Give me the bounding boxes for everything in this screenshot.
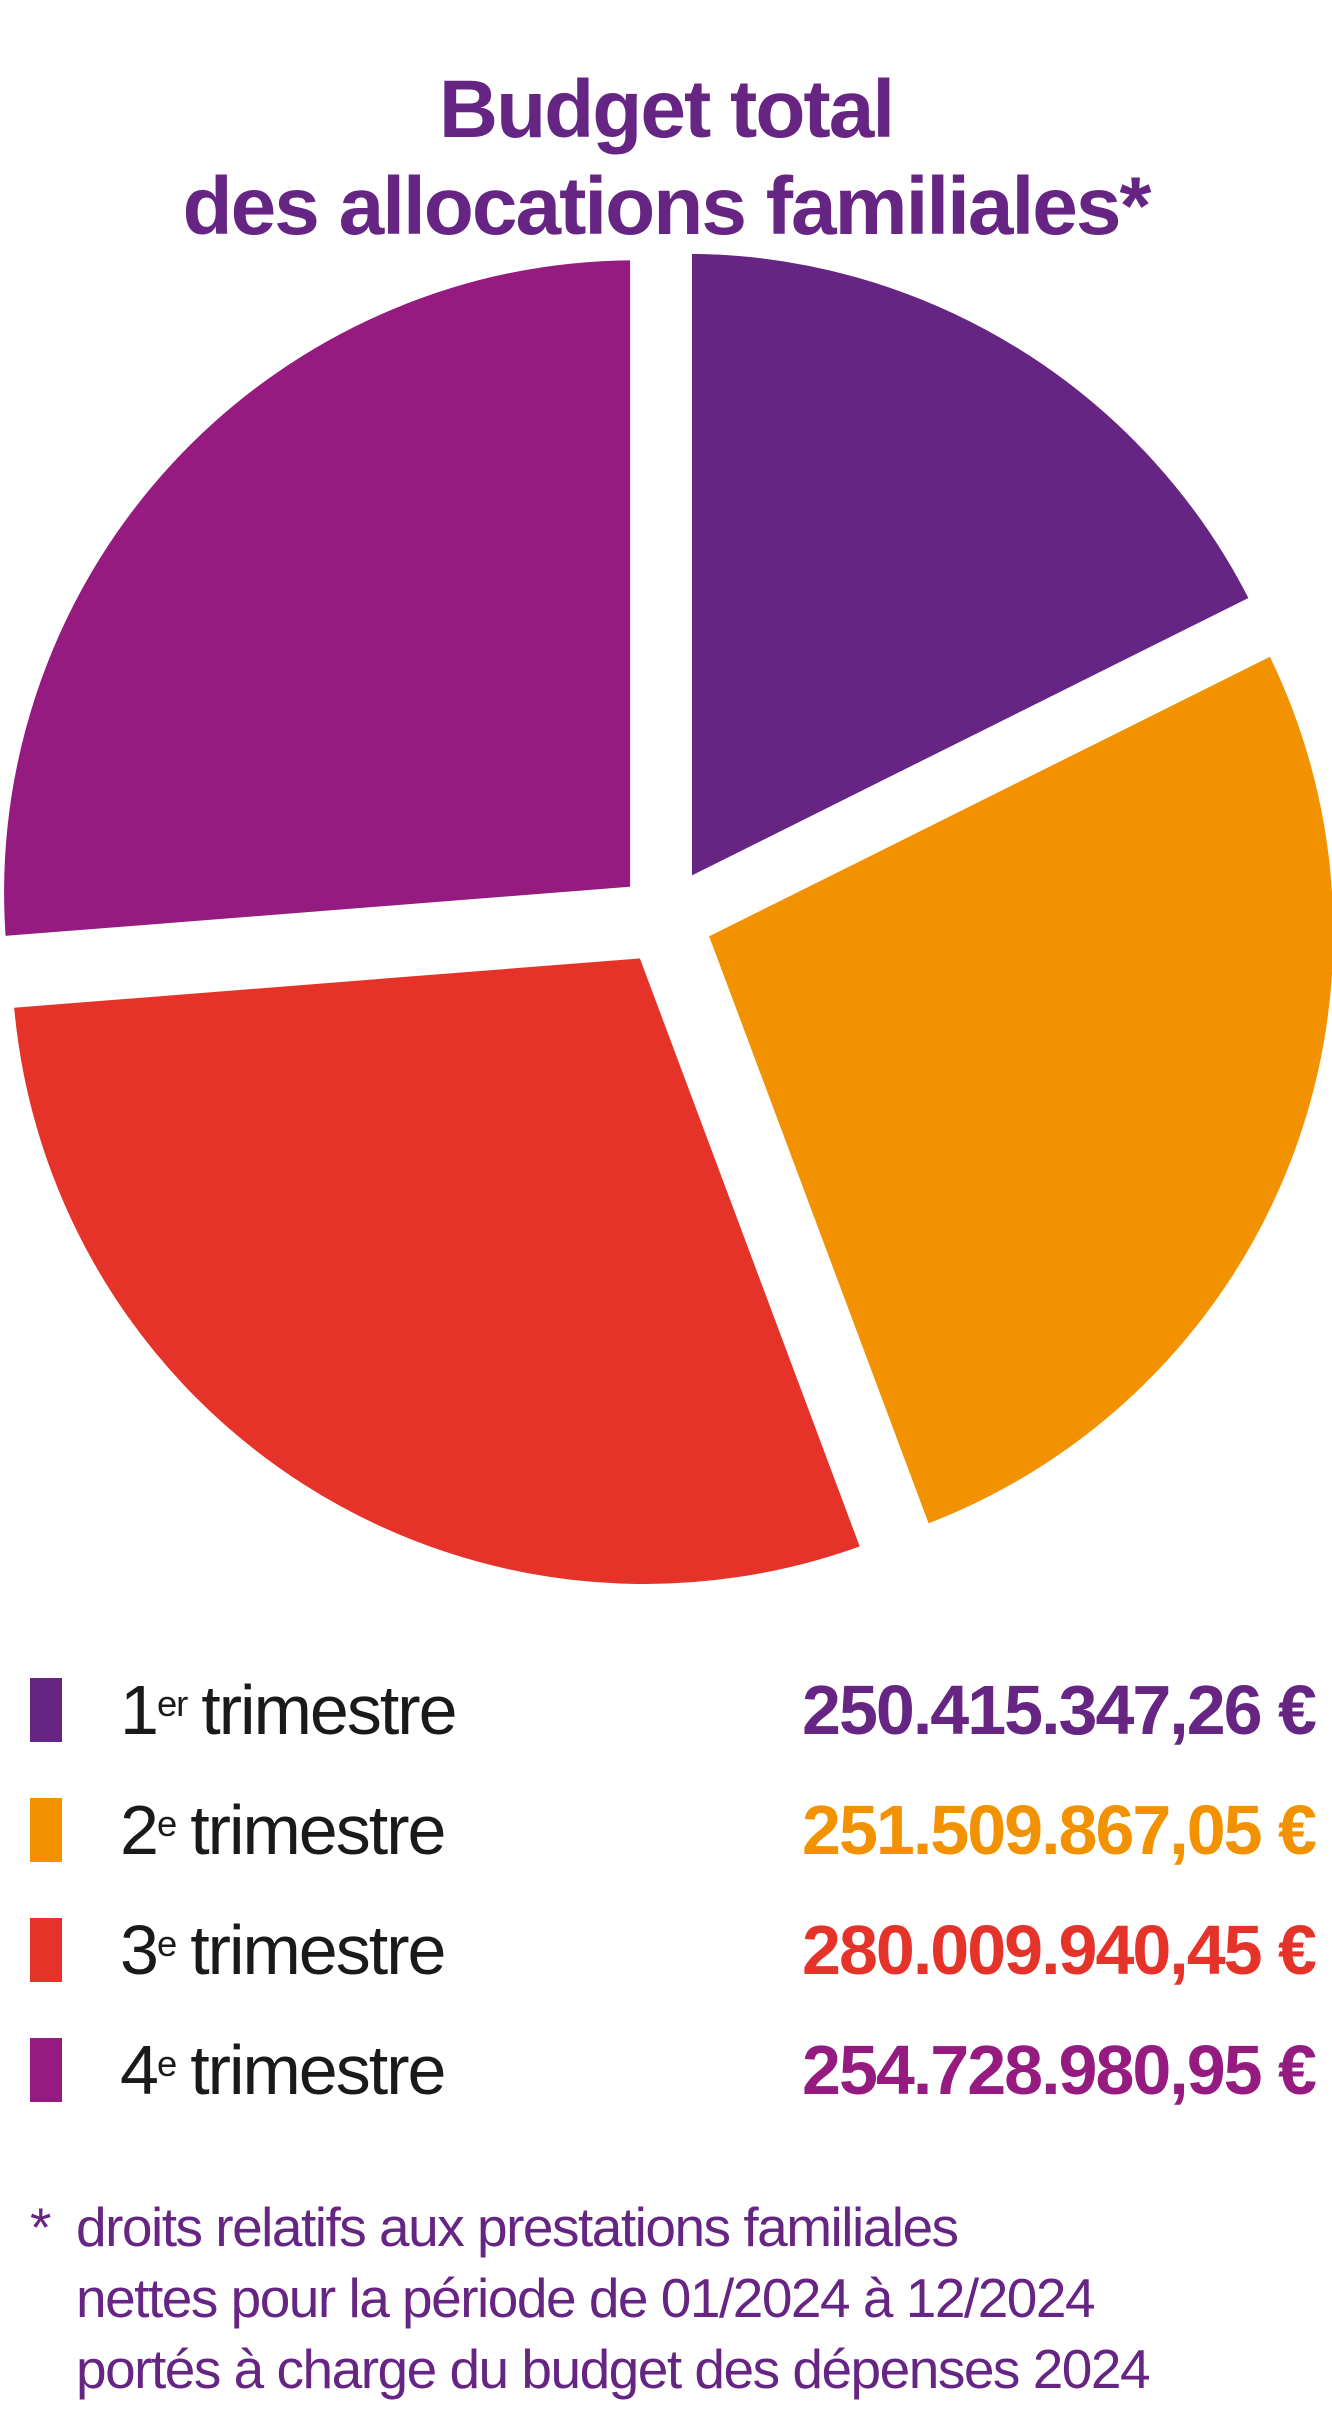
- legend-marker: [30, 1918, 62, 1982]
- legend-value: 280.009.940,45 €: [802, 1911, 1317, 1989]
- chart-title-line-1: Budget total: [438, 63, 895, 155]
- legend-label: 4e trimestre: [120, 2030, 446, 2110]
- pie-slice-2: [691, 638, 1332, 1542]
- legend-label-number: 3: [120, 1911, 159, 1989]
- legend-label-text: trimestre: [190, 2031, 446, 2109]
- pie-slice-4: [0, 246, 645, 951]
- footnote: * droits relatifs aux prestations famili…: [30, 2192, 1322, 2405]
- legend-marker: [30, 2038, 62, 2102]
- footnote-line-3: portés à charge du budget des dépenses 2…: [76, 2338, 1151, 2400]
- legend-marker: [30, 1678, 62, 1742]
- legend-label: 2e trimestre: [120, 1790, 446, 1870]
- legend-label-number: 1: [120, 1671, 159, 1749]
- footnote-line-2: nettes pour la période de 01/2024 à 12/2…: [76, 2267, 1096, 2329]
- chart-title: Budget total des allocations familiales*: [0, 61, 1332, 255]
- pie-slice-1: [678, 239, 1268, 899]
- legend-label: 3e trimestre: [120, 1910, 446, 1990]
- pie-chart: [0, 239, 1332, 1599]
- legend-value: 254.728.980,95 €: [802, 2031, 1317, 2109]
- legend: 1er trimestre 250.415.347,26 € 2e trimestr…: [30, 1671, 1317, 2109]
- legend-label-ordinal: e: [156, 2042, 177, 2084]
- legend-label-text: trimestre: [190, 1911, 446, 1989]
- chart-title-line-2: des allocations familiales*: [182, 160, 1152, 252]
- legend-label-number: 2: [120, 1791, 159, 1869]
- footnote-asterisk: *: [30, 2196, 51, 2258]
- legend-value: 250.415.347,26 €: [802, 1671, 1317, 1749]
- legend-row: 4e trimestre 254.728.980,95 €: [30, 2031, 1317, 2109]
- legend-label: 1er trimestre: [120, 1670, 458, 1750]
- footnote-text: droits relatifs aux prestations familial…: [76, 2192, 1322, 2405]
- legend-label-text: trimestre: [201, 1671, 457, 1749]
- legend-row: 3e trimestre 280.009.940,45 €: [30, 1911, 1317, 1989]
- legend-label-ordinal: e: [156, 1802, 177, 1844]
- legend-value: 251.509.867,05 €: [802, 1791, 1317, 1869]
- legend-label-number: 4: [120, 2031, 159, 2109]
- footnote-line-1: droits relatifs aux prestations familial…: [76, 2196, 959, 2258]
- legend-label-text: trimestre: [190, 1791, 446, 1869]
- legend-marker: [30, 1798, 62, 1862]
- legend-label-ordinal: er: [156, 1682, 188, 1724]
- legend-label-ordinal: e: [156, 1922, 177, 1964]
- legend-row: 2e trimestre 251.509.867,05 €: [30, 1791, 1317, 1869]
- pie-slice-3: [0, 943, 878, 1599]
- legend-row: 1er trimestre 250.415.347,26 €: [30, 1671, 1317, 1749]
